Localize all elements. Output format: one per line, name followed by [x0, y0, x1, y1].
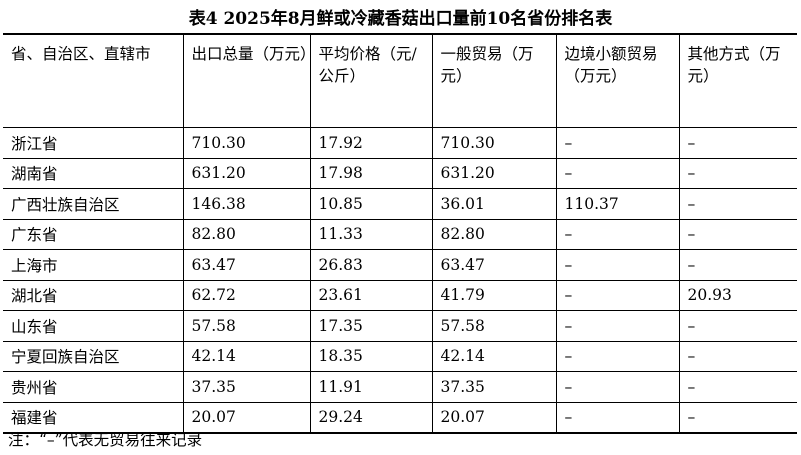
table-cell: 20.07: [431, 401, 557, 434]
table-cell: –: [555, 371, 680, 403]
table-cell: 42.14: [182, 340, 311, 372]
table-cell: 17.35: [309, 310, 433, 342]
table-cell: 631.20: [431, 157, 557, 189]
table-cell: –: [555, 279, 680, 311]
table-row: 浙江省 710.30 17.92 710.30– –: [3, 127, 797, 159]
table-title: 表4 2025年8月鲜或冷藏香菇出口量前10名省份排名表: [188, 9, 613, 29]
table-cell: 36.01: [431, 188, 557, 220]
header-cell: 一般贸易（万元）: [431, 33, 557, 128]
table-cell: –: [678, 188, 797, 220]
table-row: 贵州省 37.35 11.91 37.35– –: [3, 371, 797, 403]
table-cell: 11.33: [309, 218, 433, 250]
table-cell: 23.61: [309, 279, 433, 311]
table-cell: 贵州省: [3, 371, 184, 403]
table-cell: 82.80: [182, 218, 311, 250]
table-row: 湖北省 62.72 23.61 41.79–20.93: [3, 279, 797, 311]
table-row: 福建省 20.07 29.24 20.07– –: [3, 401, 797, 434]
table-cell: 山东省: [3, 310, 184, 342]
table-cell: 710.30: [431, 127, 557, 159]
table-cell: 29.24: [309, 401, 433, 434]
table-note: 注：“–”代表无贸易往来记录: [8, 431, 203, 449]
table-cell: –: [678, 310, 797, 342]
table-cell: 37.35: [182, 371, 311, 403]
table-cell: 41.79: [431, 279, 557, 311]
table-cell: –: [678, 218, 797, 250]
table-cell: –: [555, 340, 680, 372]
table-cell: –: [555, 401, 680, 434]
table-cell: –: [555, 157, 680, 189]
table-cell: 62.72: [182, 279, 311, 311]
table-cell: 18.35: [309, 340, 433, 372]
table-cell: 146.38: [182, 188, 311, 220]
table-cell: –: [555, 310, 680, 342]
table-cell: 57.58: [182, 310, 311, 342]
header-cell: 出口总量（万元）: [182, 33, 311, 128]
table-cell: 17.92: [309, 127, 433, 159]
table-cell: 广东省: [3, 218, 184, 250]
table-cell: 710.30: [182, 127, 311, 159]
header-cell: 其他方式（万元）: [678, 33, 797, 128]
table-cell: 82.80: [431, 218, 557, 250]
table-cell: 57.58: [431, 310, 557, 342]
table-body: 浙江省 710.30 17.92 710.30– – 湖南省 631.20 17.98 631.…: [3, 127, 797, 434]
table-cell: –: [678, 127, 797, 159]
table-cell: 110.37: [555, 188, 680, 220]
table-cell: 湖南省: [3, 157, 184, 189]
table-cell: 17.98: [309, 157, 433, 189]
data-table: 省、自治区、直辖市 出口总量（万元） 平均价格（元/公斤） 一般贸易（万元） 边境小额贸…: [3, 33, 797, 434]
table-cell: 20.07: [182, 401, 311, 434]
table-row: 上海市 63.47 26.83 63.47– –: [3, 249, 797, 281]
table-cell: 浙江省: [3, 127, 184, 159]
table-cell: 11.91: [309, 371, 433, 403]
table-row: 广西壮族自治区 146.38 10.85 36.01 110.37–: [3, 188, 797, 220]
table-cell: 10.85: [309, 188, 433, 220]
table-cell: –: [555, 218, 680, 250]
table-cell: 上海市: [3, 249, 184, 281]
table-cell: 42.14: [431, 340, 557, 372]
table-cell: 63.47: [182, 249, 311, 281]
table-cell: –: [678, 340, 797, 372]
header-cell: 平均价格（元/公斤）: [309, 33, 433, 128]
header-cell: 省、自治区、直辖市: [3, 33, 184, 128]
table-cell: 福建省: [3, 401, 184, 434]
header-cell: 边境小额贸易（万元）: [555, 33, 680, 128]
table-head: 省、自治区、直辖市 出口总量（万元） 平均价格（元/公斤） 一般贸易（万元） 边境小额贸…: [3, 33, 797, 128]
table-cell: –: [678, 249, 797, 281]
table-cell: 广西壮族自治区: [3, 188, 184, 220]
table-cell: 湖北省: [3, 279, 184, 311]
table-cell: 宁夏回族自治区: [3, 340, 184, 372]
table-row: 广东省 82.80 11.33 82.80– –: [3, 218, 797, 250]
table-row: 宁夏回族自治区 42.14 18.35 42.14– –: [3, 340, 797, 372]
table-cell: 63.47: [431, 249, 557, 281]
table-cell: 20.93: [678, 279, 797, 311]
table-cell: 26.83: [309, 249, 433, 281]
table-row: 湖南省 631.20 17.98 631.20– –: [3, 157, 797, 189]
table-cell: –: [678, 371, 797, 403]
table-cell: –: [555, 249, 680, 281]
table-cell: –: [555, 127, 680, 159]
table-row: 山东省 57.58 17.35 57.58– –: [3, 310, 797, 342]
table-cell: 37.35: [431, 371, 557, 403]
table-cell: –: [678, 157, 797, 189]
table-cell: 631.20: [182, 157, 311, 189]
table-cell: –: [678, 401, 797, 434]
header-row: 省、自治区、直辖市 出口总量（万元） 平均价格（元/公斤） 一般贸易（万元） 边境小额贸…: [3, 33, 797, 128]
